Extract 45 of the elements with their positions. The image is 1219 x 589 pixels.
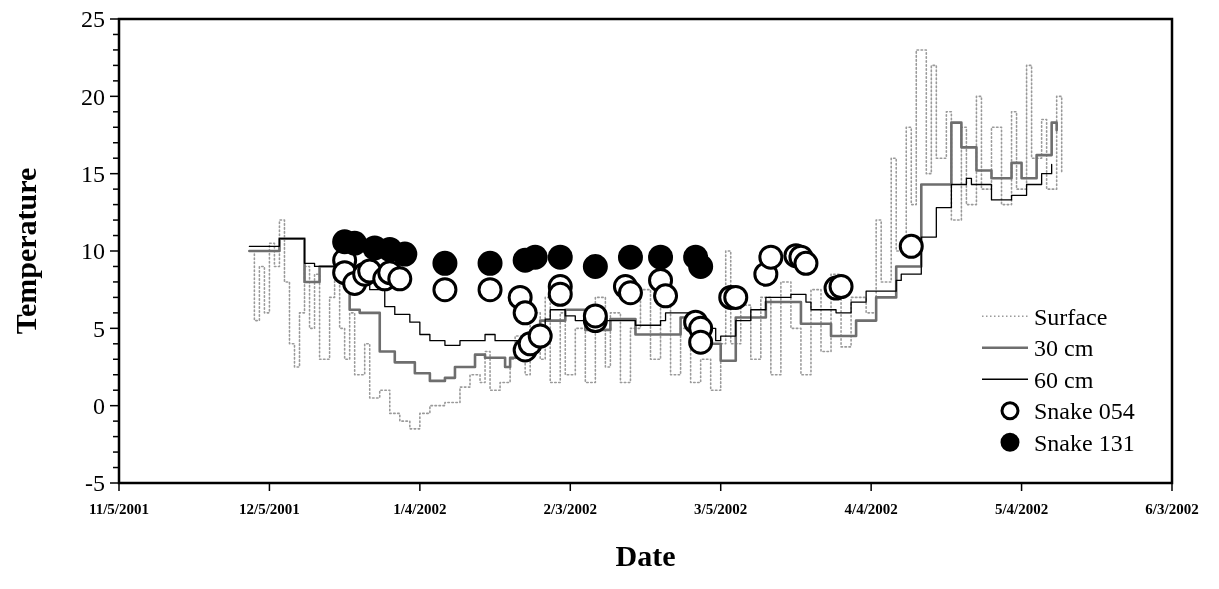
y-tick-label: 0 xyxy=(93,393,105,420)
point xyxy=(547,281,573,307)
legend-label: Surface xyxy=(1034,303,1108,330)
point xyxy=(688,329,714,355)
point xyxy=(758,244,784,270)
point xyxy=(617,244,643,270)
point xyxy=(688,253,714,279)
point xyxy=(648,244,674,270)
x-tick-label: 5/4/2002 xyxy=(994,501,1049,517)
point xyxy=(432,250,458,276)
point xyxy=(432,277,458,303)
point xyxy=(723,284,749,310)
y-tick-label: 25 xyxy=(81,6,105,33)
x-tick-label: 4/4/2002 xyxy=(844,501,898,517)
x-tick-label: 2/3/2002 xyxy=(543,501,597,517)
point xyxy=(828,274,854,300)
point xyxy=(477,277,503,303)
y-tick-label: 5 xyxy=(93,315,105,342)
y-axis-title: Temperature xyxy=(9,167,42,335)
point xyxy=(898,233,924,259)
point xyxy=(582,253,608,279)
x-tick-label: 12/5/2001 xyxy=(239,501,300,517)
point xyxy=(653,283,679,309)
point xyxy=(512,300,538,326)
x-tick-label: 11/5/2001 xyxy=(88,501,150,517)
x-axis-title: Date xyxy=(615,539,676,572)
point xyxy=(387,266,413,292)
y-tick-label: 15 xyxy=(81,161,105,188)
x-tick-label: 1/4/2002 xyxy=(393,501,447,517)
y-tick-label: 20 xyxy=(81,83,105,110)
point xyxy=(547,244,573,270)
legend-label: Snake 054 xyxy=(1034,398,1135,425)
point xyxy=(477,250,503,276)
legend-label: Snake 131 xyxy=(1034,429,1135,456)
point xyxy=(793,250,819,276)
point xyxy=(392,241,418,267)
legend-label: 30 cm xyxy=(1034,335,1094,362)
x-tick-label: 6/3/2002 xyxy=(1145,501,1199,517)
legend-label: 60 cm xyxy=(1034,366,1094,393)
y-tick-label: 10 xyxy=(81,238,105,265)
point xyxy=(582,303,608,329)
y-tick-label: -5 xyxy=(85,470,105,497)
x-tick-label: 3/5/2002 xyxy=(694,501,748,517)
point xyxy=(527,323,553,349)
point xyxy=(617,280,643,306)
